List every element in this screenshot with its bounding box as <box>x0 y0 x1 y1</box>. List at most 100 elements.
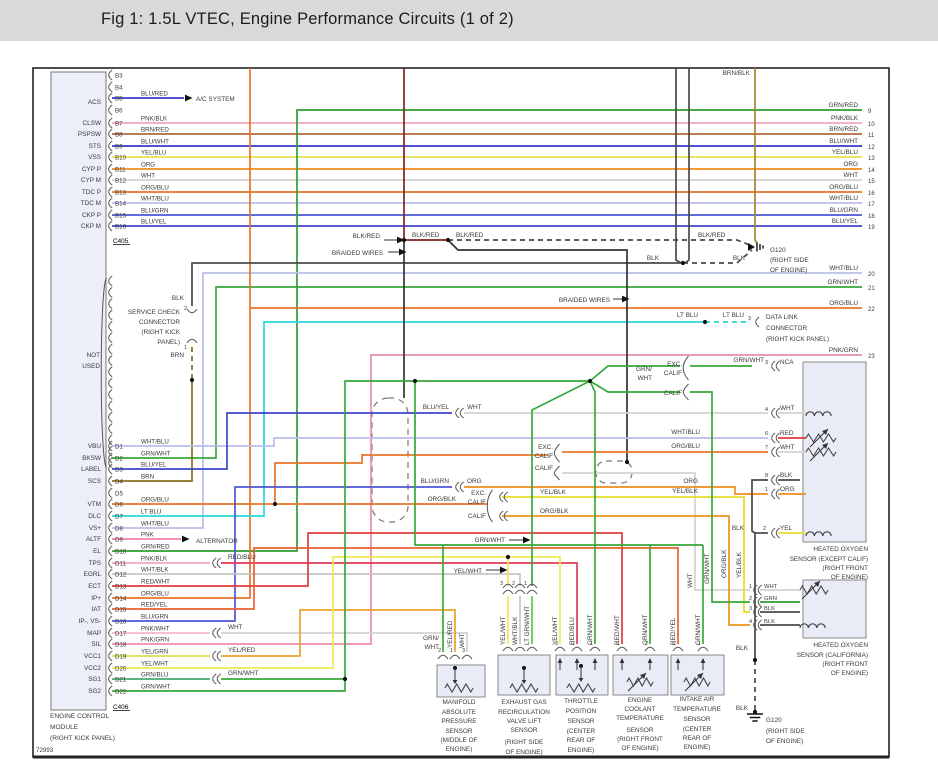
pin-name-B11: B11 <box>115 166 126 173</box>
label-yel-wht: YEL/WHT <box>500 616 507 645</box>
pin-name-D15: D15 <box>115 606 127 613</box>
not-used-pin-arc <box>108 355 113 366</box>
ecm-footer-line: ENGINE CONTROL <box>50 713 110 720</box>
label-temperature: TEMPERATURE <box>673 706 721 713</box>
pin-arc-D1 <box>108 440 113 452</box>
label-of-engine-: OF ENGINE) <box>621 745 658 752</box>
label-exc-: EXC. <box>667 361 682 368</box>
not-used-pin-arc <box>108 332 113 344</box>
label-2: 2 <box>438 648 441 654</box>
label--right-front: (RIGHT FRONT <box>822 565 868 572</box>
brace <box>486 489 493 523</box>
wire-blk-pin8 <box>751 479 768 534</box>
pin-arc-B8 <box>108 128 113 140</box>
ho2s-except-calif <box>802 361 867 543</box>
pin-arc-B12 <box>108 174 113 186</box>
label-wht-blu: WHT/BLU <box>671 429 700 436</box>
label-blk-red: BLK/RED <box>698 232 726 239</box>
not-used-pin-arc <box>108 457 113 469</box>
edge-wire-label-15: WHT <box>843 172 858 179</box>
label-brn-blk: BRN/BLK <box>723 70 751 77</box>
ecm-signal-map: MAP <box>87 630 101 637</box>
ecm-signal-sts: STS <box>89 143 101 150</box>
wire-d14-org-blu <box>112 68 251 599</box>
edge-number-9: 9 <box>868 109 872 115</box>
wire-org-pin1 <box>464 486 768 495</box>
splice-arc <box>771 360 776 372</box>
label-3: 3 <box>765 360 768 366</box>
ecm-signal-scs: SCS <box>88 478 101 485</box>
resistor <box>805 432 837 444</box>
label-blk: BLK <box>764 606 775 612</box>
label-lt-blu: LT BLU <box>677 312 698 319</box>
ecm-signal-ckp-p: CKP P <box>82 212 101 219</box>
label-yel-wht: YEL/WHT <box>552 616 559 645</box>
label-grn-wht: GRN/WHT <box>228 670 259 677</box>
connector-cap <box>502 583 514 589</box>
label-wht-blk: WHT/BLK <box>512 616 519 645</box>
wire-d4-brn <box>112 380 193 482</box>
edge-wire-label-9: GRN/RED <box>829 102 859 109</box>
label-sensor-except-calif-: SENSOR (EXCEPT CALIF) <box>790 556 868 563</box>
wire-shield-b <box>447 239 628 462</box>
edge-wire-label-20: WHT/BLU <box>829 265 858 272</box>
pin-name-B8: B8 <box>115 131 123 138</box>
label-engine: ENGINE <box>628 697 653 704</box>
splice-arc <box>503 491 509 503</box>
pin-arc-B15 <box>108 209 113 221</box>
splice-arc <box>216 627 222 639</box>
splice-arc <box>771 488 776 500</box>
thermistor-arrow-head <box>640 673 646 679</box>
wire-yel-blk-branch <box>502 496 750 613</box>
pin-arc-D20 <box>108 662 113 674</box>
label-throttle: THROTTLE <box>564 698 598 705</box>
label-absolute: ABSOLUTE <box>442 709 476 716</box>
label--right-side: (RIGHT SIDE <box>505 739 544 746</box>
label-braided-wires: BRAIDED WIRES <box>332 250 383 257</box>
wire-d1-wht-blu <box>112 437 768 447</box>
label-org-blk: ORG/BLK <box>428 496 457 503</box>
thermistor-arrow-head <box>814 581 820 587</box>
ecm-footer-line: (RIGHT KICK PANEL) <box>50 735 115 742</box>
splice-arc <box>455 407 460 419</box>
label-red: RED <box>780 430 794 437</box>
pin-arc-D15 <box>108 603 113 615</box>
wire-grn-wht-egr <box>531 380 591 586</box>
wire-blk-vert-1 <box>675 68 682 264</box>
edge-number-23: 23 <box>868 354 875 360</box>
label-brn: BRN <box>171 352 185 359</box>
not-used-pin-arc <box>108 343 113 355</box>
wire-d8-wht-blu <box>112 272 862 529</box>
label-3: 3 <box>500 581 503 587</box>
pin-name-D14: D14 <box>115 595 127 602</box>
pin-wire-color-B11: ORG <box>141 162 155 169</box>
pin-name-D3: D3 <box>115 466 123 473</box>
connector-cap <box>554 646 566 652</box>
edge-wire-label-12: BLU/WHT <box>829 138 858 145</box>
arrow-head <box>182 535 190 543</box>
splice-arc <box>459 407 465 419</box>
label-wht: WHT <box>687 573 694 588</box>
not-used-label: NOT <box>87 352 101 359</box>
ecm-signal-tdc-p: TDC P <box>82 189 101 196</box>
label--center: (CENTER <box>567 728 596 735</box>
ecm-signal-sil: SIL <box>91 641 101 648</box>
pin-arc-B14 <box>108 197 113 209</box>
not-used-pin-arc <box>108 400 113 412</box>
edge-wire-label-22: ORG/BLU <box>829 300 858 307</box>
ecm-signal-egrl: EGRL <box>84 571 102 578</box>
pin-name-B3: B3 <box>115 72 123 79</box>
label-recirculation: RECIRCULATION <box>498 709 550 716</box>
pin-arc-D18 <box>108 638 113 650</box>
splice-arc <box>499 491 504 503</box>
label-blk: BLK <box>647 255 660 262</box>
splice-arc <box>775 527 781 539</box>
pin-wire-color-D18: PNK/GRN <box>141 637 169 644</box>
splice-arc <box>499 510 504 522</box>
pin-wire-color-D16: BLU/GRN <box>141 614 169 621</box>
edge-wire-label-11: BRN/RED <box>829 126 858 133</box>
label-sensor: SENSOR <box>511 727 538 734</box>
splice-arc <box>212 627 217 639</box>
label-grn-wht: GRN/WHT <box>695 614 702 645</box>
connector-c405: C405 <box>113 238 129 245</box>
